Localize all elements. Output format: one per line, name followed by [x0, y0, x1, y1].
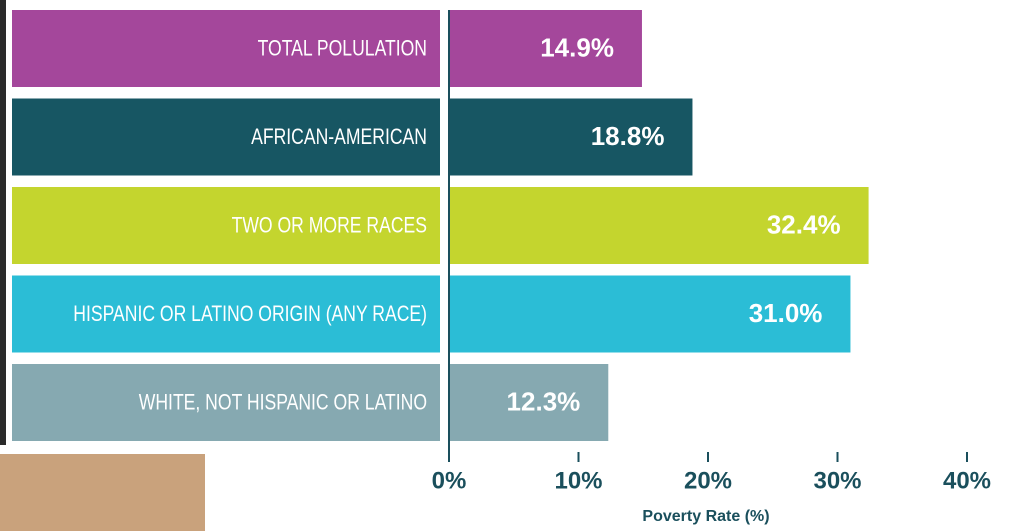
category-box [12, 275, 440, 353]
category-label: WHITE, NOT HISPANIC OR LATINO [139, 391, 427, 415]
bar [449, 10, 642, 87]
category-box [12, 98, 440, 176]
category-label: TOTAL POLULATION [258, 37, 427, 61]
category-label-group: TWO OR MORE RACES [232, 214, 427, 238]
category-label-group: HISPANIC OR LATINO ORIGIN (ANY RACE) [73, 302, 427, 326]
category-label-group: TOTAL POLULATION [258, 37, 427, 61]
category-label-group: WHITE, NOT HISPANIC OR LATINO [139, 391, 427, 415]
bar [449, 275, 851, 353]
bar [449, 187, 869, 264]
value-label: 31.0% [749, 298, 823, 328]
edge-strip [0, 0, 6, 445]
category-label: AFRICAN-AMERICAN [251, 125, 427, 149]
value-label: 32.4% [767, 209, 841, 239]
category-box [12, 187, 440, 264]
photo-fragment [0, 454, 205, 531]
x-tick-label: 40% [943, 467, 991, 494]
value-label: 18.8% [591, 121, 665, 151]
category-label-group: AFRICAN-AMERICAN [251, 125, 427, 149]
category-label: HISPANIC OR LATINO ORIGIN (ANY RACE) [73, 302, 427, 326]
bar [449, 364, 609, 441]
value-label: 12.3% [507, 386, 581, 416]
value-label: 14.9% [540, 32, 614, 62]
x-tick-label: 10% [554, 467, 602, 494]
x-tick-label: 0% [432, 467, 467, 494]
x-tick-label: 20% [684, 467, 732, 494]
category-box [12, 364, 440, 441]
axis-title: Poverty Rate (%) [642, 508, 769, 525]
category-box [12, 10, 440, 87]
x-tick-label: 30% [813, 467, 861, 494]
category-label: TWO OR MORE RACES [232, 214, 427, 238]
bar [449, 98, 693, 176]
